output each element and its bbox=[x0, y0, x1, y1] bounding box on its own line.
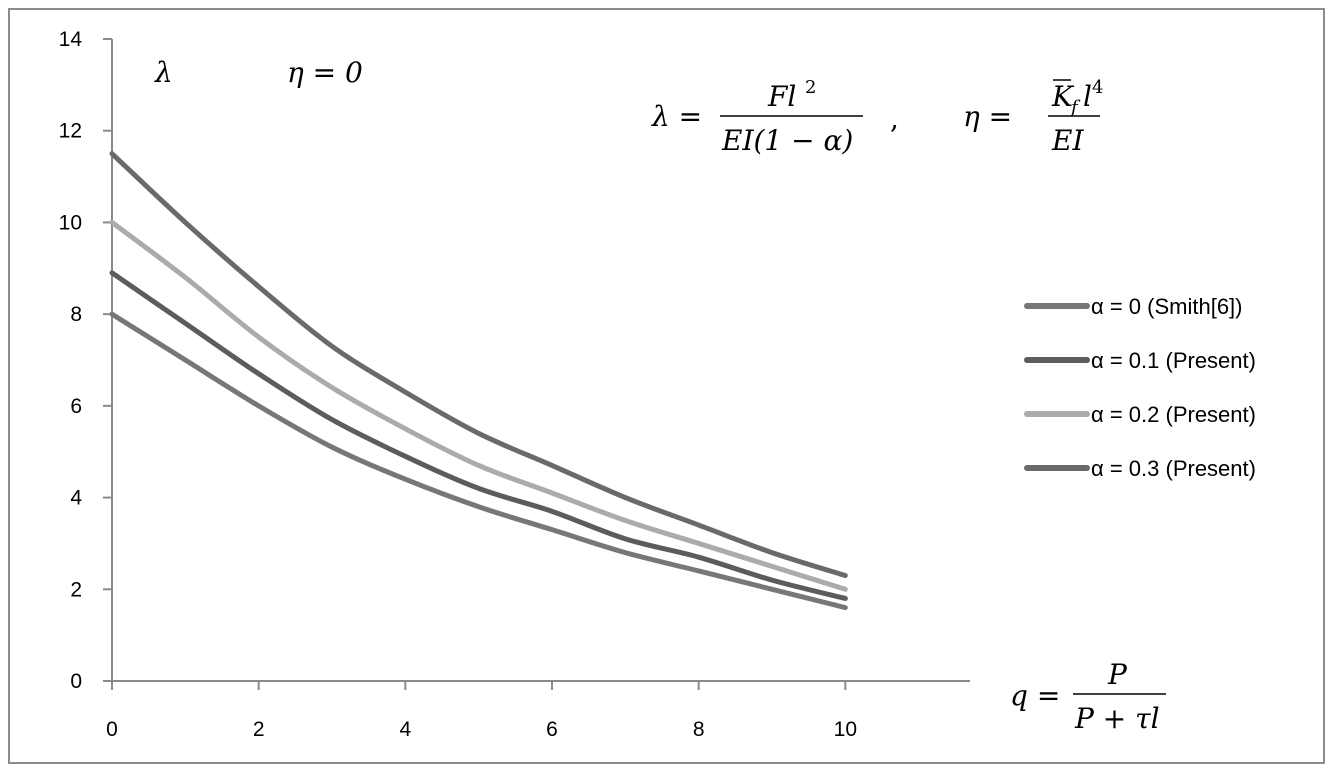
q-definition: q = P P + τl bbox=[1010, 658, 1166, 735]
eta-numerator-k-subscript: f bbox=[1069, 97, 1081, 118]
y-tick-label: 14 bbox=[59, 28, 83, 51]
q-def-lhs: q = bbox=[1010, 679, 1060, 712]
legend: α = 0 (Smith[6]) α = 0.1 (Present) α = 0.2… bbox=[1024, 294, 1256, 481]
y-tick-label: 12 bbox=[59, 120, 82, 143]
y-tick-label: 8 bbox=[70, 303, 82, 326]
series-line-0 bbox=[109, 311, 848, 611]
legend-label-3: α = 0.3 (Present) bbox=[1091, 456, 1256, 481]
series-lines bbox=[109, 151, 848, 611]
lambda-numerator-exponent: 2 bbox=[805, 77, 816, 98]
lambda-numerator: Fl bbox=[767, 80, 796, 113]
series-line-1 bbox=[109, 270, 848, 601]
eta-condition-label: η = 0 bbox=[287, 56, 363, 89]
y-tick-label: 2 bbox=[70, 578, 82, 601]
q-numerator: P bbox=[1107, 658, 1128, 691]
lambda-denominator: EI(1 − α) bbox=[721, 124, 853, 157]
separator-comma: , bbox=[890, 102, 899, 135]
y-tick-label: 0 bbox=[70, 670, 82, 693]
axes bbox=[111, 39, 970, 682]
y-ticks: 0 2 4 6 8 10 12 14 bbox=[59, 28, 112, 693]
series-line-2 bbox=[109, 219, 848, 592]
eta-denominator: EI bbox=[1051, 124, 1084, 157]
eta-numerator-l: l bbox=[1083, 80, 1092, 113]
x-tick-label: 6 bbox=[546, 718, 558, 741]
x-tick-label: 4 bbox=[399, 718, 411, 741]
eta-numerator-exponent: 4 bbox=[1092, 77, 1103, 98]
eta-def-lhs: η = bbox=[963, 100, 1012, 133]
x-tick-label: 0 bbox=[106, 718, 118, 741]
series-line-3 bbox=[109, 151, 848, 579]
x-ticks: 0 2 4 6 8 10 bbox=[106, 681, 857, 741]
y-tick-label: 6 bbox=[70, 395, 82, 418]
lambda-def-lhs: λ = bbox=[651, 100, 702, 133]
legend-label-2: α = 0.2 (Present) bbox=[1091, 402, 1256, 427]
x-tick-label: 2 bbox=[253, 718, 265, 741]
y-tick-label: 4 bbox=[70, 487, 82, 510]
lambda-definition: λ = Fl 2 EI(1 − α) , bbox=[651, 77, 899, 157]
legend-label-1: α = 0.1 (Present) bbox=[1091, 348, 1256, 373]
eta-definition: η = K f l 4 EI bbox=[963, 77, 1103, 157]
eta-numerator-k: K bbox=[1051, 80, 1075, 113]
x-tick-label: 10 bbox=[834, 718, 857, 741]
x-tick-label: 8 bbox=[693, 718, 705, 741]
legend-label-0: α = 0 (Smith[6]) bbox=[1091, 294, 1243, 319]
y-tick-label: 10 bbox=[59, 211, 82, 234]
corner-lambda-label: λ bbox=[154, 56, 173, 89]
q-denominator: P + τl bbox=[1074, 702, 1160, 735]
